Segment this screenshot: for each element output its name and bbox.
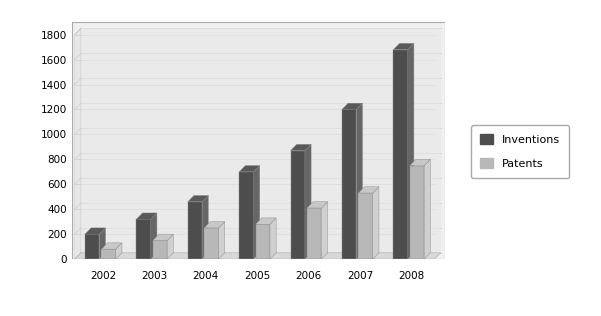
Polygon shape — [75, 28, 81, 259]
Polygon shape — [204, 222, 225, 228]
Polygon shape — [75, 253, 441, 259]
Polygon shape — [202, 196, 209, 259]
Polygon shape — [153, 240, 167, 259]
Polygon shape — [290, 144, 311, 151]
Polygon shape — [102, 249, 116, 259]
Polygon shape — [102, 243, 122, 249]
Text: 2002: 2002 — [90, 271, 116, 282]
Polygon shape — [239, 172, 254, 259]
Polygon shape — [153, 234, 173, 240]
Polygon shape — [307, 202, 328, 208]
Polygon shape — [255, 218, 276, 224]
Polygon shape — [393, 43, 414, 50]
Text: 2005: 2005 — [244, 271, 270, 282]
Text: 2007: 2007 — [347, 271, 373, 282]
Polygon shape — [342, 110, 356, 259]
Polygon shape — [322, 202, 328, 259]
Text: 2004: 2004 — [193, 271, 219, 282]
Polygon shape — [305, 144, 311, 259]
Polygon shape — [255, 224, 270, 259]
Polygon shape — [254, 166, 260, 259]
Polygon shape — [167, 234, 173, 259]
Polygon shape — [410, 159, 430, 166]
Polygon shape — [219, 222, 225, 259]
Polygon shape — [407, 43, 414, 259]
Polygon shape — [116, 243, 122, 259]
Polygon shape — [307, 208, 322, 259]
Polygon shape — [99, 228, 106, 259]
Text: 2006: 2006 — [296, 271, 322, 282]
Polygon shape — [342, 103, 362, 110]
Polygon shape — [136, 213, 157, 219]
Legend: Inventions, Patents: Inventions, Patents — [471, 125, 569, 178]
Polygon shape — [188, 202, 202, 259]
Polygon shape — [204, 228, 219, 259]
Polygon shape — [136, 219, 151, 259]
Text: 2008: 2008 — [398, 271, 424, 282]
Polygon shape — [81, 28, 441, 253]
Polygon shape — [85, 228, 106, 234]
Polygon shape — [85, 234, 99, 259]
Text: 2003: 2003 — [141, 271, 168, 282]
Polygon shape — [358, 187, 379, 193]
Polygon shape — [393, 50, 407, 259]
Polygon shape — [424, 159, 430, 259]
Polygon shape — [358, 193, 373, 259]
Polygon shape — [410, 166, 424, 259]
Polygon shape — [270, 218, 276, 259]
Polygon shape — [373, 187, 379, 259]
Polygon shape — [151, 213, 157, 259]
Polygon shape — [188, 196, 209, 202]
Polygon shape — [290, 151, 305, 259]
Polygon shape — [239, 166, 260, 172]
Polygon shape — [356, 103, 362, 259]
